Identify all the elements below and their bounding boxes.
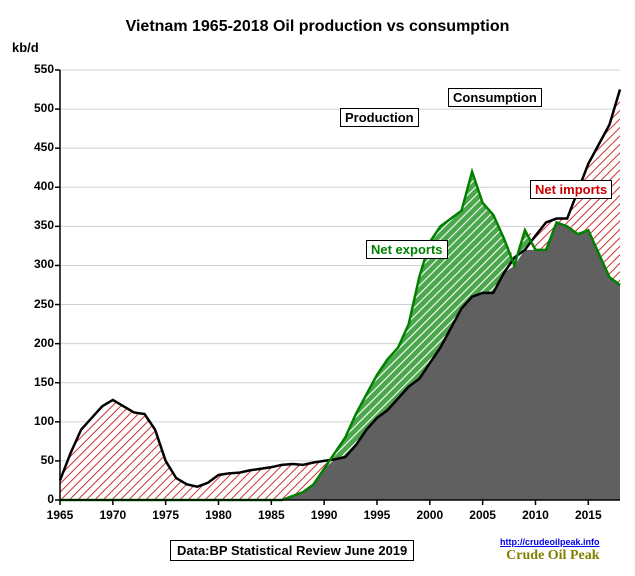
y-tick: 550: [18, 62, 54, 76]
y-tick: 400: [18, 179, 54, 193]
y-tick: 350: [18, 218, 54, 232]
x-tick: 2005: [463, 508, 503, 522]
y-tick: 450: [18, 140, 54, 154]
net-imports-label: Net imports: [530, 180, 612, 199]
y-tick: 0: [18, 492, 54, 506]
x-tick: 1980: [198, 508, 238, 522]
y-tick: 500: [18, 101, 54, 115]
y-tick: 250: [18, 297, 54, 311]
x-tick: 1985: [251, 508, 291, 522]
x-tick: 2010: [515, 508, 555, 522]
chart-container: Vietnam 1965-2018 Oil production vs cons…: [0, 0, 635, 576]
logo: http://crudeoilpeak.info Crude Oil Peak: [500, 535, 600, 563]
y-tick: 50: [18, 453, 54, 467]
production-label: Production: [340, 108, 419, 127]
y-tick: 150: [18, 375, 54, 389]
y-tick: 200: [18, 336, 54, 350]
y-tick: 300: [18, 257, 54, 271]
logo-name: Crude Oil Peak: [506, 548, 599, 563]
plot-area: [0, 0, 635, 576]
y-tick: 100: [18, 414, 54, 428]
consumption-label: Consumption: [448, 88, 542, 107]
x-tick: 2015: [568, 508, 608, 522]
x-tick: 1990: [304, 508, 344, 522]
x-tick: 1995: [357, 508, 397, 522]
x-tick: 2000: [410, 508, 450, 522]
source-citation: Data:BP Statistical Review June 2019: [170, 540, 414, 561]
x-tick: 1970: [93, 508, 133, 522]
x-tick: 1975: [146, 508, 186, 522]
logo-url: http://crudeoilpeak.info: [500, 537, 600, 547]
net-exports-label: Net exports: [366, 240, 448, 259]
x-tick: 1965: [40, 508, 80, 522]
